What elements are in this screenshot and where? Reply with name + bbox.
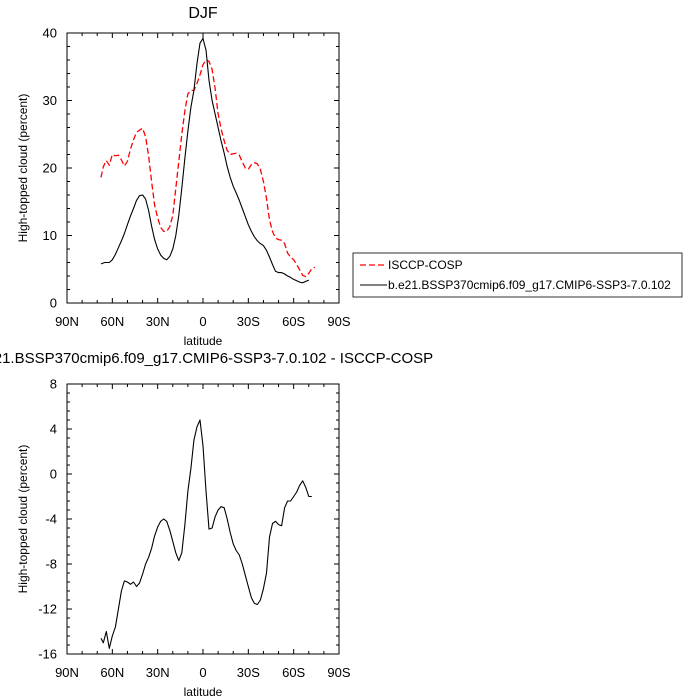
top-panel: DJF 90N 60N 30N 0 30S 60S 90S 0 10 20 30 40 latitu… xyxy=(16,5,683,348)
top-x-tick-label: 60N xyxy=(100,314,124,329)
bottom-x-tick-label: 90S xyxy=(327,665,350,680)
bottom-x-axis-label: latitude xyxy=(184,685,223,699)
bottom-chart-title: b.e21.BSSP370cmip6.f09_g17.CMIP6-SSP3-7.… xyxy=(0,350,433,367)
top-y-tick-label: 30 xyxy=(43,93,57,108)
bottom-series-layer xyxy=(100,419,312,649)
bottom-plot-area xyxy=(66,383,340,655)
bottom-y-tick-label: -12 xyxy=(38,602,57,617)
top-x-tick-label: 90N xyxy=(55,314,79,329)
bottom-x-tick-label: 60N xyxy=(100,665,124,680)
bottom-y-tick-label: -16 xyxy=(38,647,57,662)
bottom-y-tick-label: 0 xyxy=(50,467,57,482)
bottom-y-tick-label: -4 xyxy=(45,512,57,527)
bottom-panel: b.e21.BSSP370cmip6.f09_g17.CMIP6-SSP3-7.… xyxy=(0,350,433,699)
bottom-y-axis-label: High-topped cloud (percent) xyxy=(16,445,30,594)
top-y-tick-label: 40 xyxy=(43,26,57,41)
top-series-layer xyxy=(100,37,316,284)
bottom-y-tick-label: 4 xyxy=(50,422,57,437)
bottom-x-ticks: 90N 60N 30N 0 30S 60S 90S xyxy=(55,384,351,680)
legend: ISCCP-COSP b.e21.BSSP370cmip6.f09_g17.CM… xyxy=(352,252,683,298)
top-x-tick-label: 60S xyxy=(282,314,305,329)
bottom-series-line-0 xyxy=(100,419,312,649)
bottom-plot-frame xyxy=(66,383,340,655)
top-x-axis-label: latitude xyxy=(184,334,223,348)
top-chart-title: DJF xyxy=(188,5,218,22)
bottom-x-tick-label: 90N xyxy=(55,665,79,680)
top-y-tick-label: 0 xyxy=(50,296,57,311)
bottom-y-tick-label: -8 xyxy=(45,557,57,572)
top-series-line-0 xyxy=(100,59,316,278)
legend-box xyxy=(352,252,683,298)
top-y-ticks: 0 10 20 30 40 xyxy=(43,26,339,311)
top-x-tick-label: 0 xyxy=(199,314,206,329)
bottom-y-ticks: -16 -12 -8 -4 0 4 8 xyxy=(38,377,339,662)
bottom-x-tick-label: 0 xyxy=(199,665,206,680)
bottom-y-tick-label: 8 xyxy=(50,377,57,392)
top-x-tick-label: 30S xyxy=(237,314,260,329)
legend-label-model: b.e21.BSSP370cmip6.f09_g17.CMIP6-SSP3-7.… xyxy=(388,278,671,292)
top-x-tick-label: 90S xyxy=(327,314,350,329)
top-x-ticks: 90N 60N 30N 0 30S 60S 90S xyxy=(55,33,351,329)
bottom-x-tick-label: 30N xyxy=(146,665,170,680)
legend-label-isccp: ISCCP-COSP xyxy=(388,258,463,272)
top-series-line-1 xyxy=(100,37,310,284)
top-y-tick-label: 10 xyxy=(43,228,57,243)
top-plot-area xyxy=(66,32,340,304)
bottom-x-tick-label: 60S xyxy=(282,665,305,680)
top-y-tick-label: 20 xyxy=(43,161,57,176)
top-x-tick-label: 30N xyxy=(146,314,170,329)
top-y-axis-label: High-topped cloud (percent) xyxy=(16,94,30,243)
bottom-x-tick-label: 30S xyxy=(237,665,260,680)
